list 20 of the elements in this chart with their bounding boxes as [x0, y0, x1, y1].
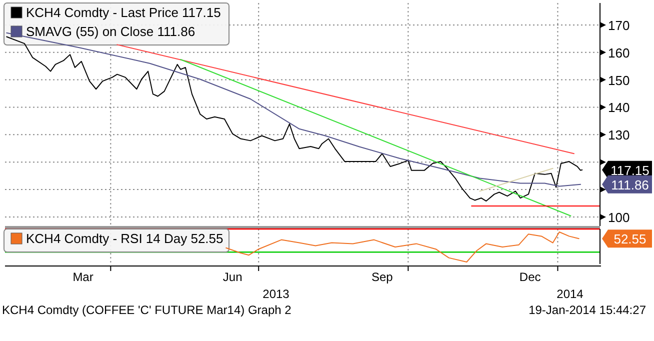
x-tick-label: Mar: [72, 270, 94, 284]
annotation: 111.86: [611, 177, 649, 192]
y-tick-label: 100: [608, 210, 630, 225]
text: 52.55: [614, 232, 646, 247]
x-tick-label: Dec: [519, 270, 541, 284]
text: 2014: [556, 287, 584, 301]
x-tick-label: Sep: [371, 270, 394, 284]
y-tick-label: 130: [608, 128, 630, 143]
y-tick-label: 150: [608, 72, 630, 88]
text: KCH4 Comdty (COFFEE 'C' FUTURE Mar14) Graph 2: [2, 303, 292, 317]
y-tick-label: 140: [608, 100, 630, 116]
text: 19-Jan-2014 15:44:27: [528, 303, 646, 317]
y-tick-label: 160: [608, 45, 630, 60]
annotation: 117.15: [610, 162, 650, 178]
text: 2013: [262, 287, 290, 301]
y-tick-label: 170: [608, 18, 630, 33]
legend-label: KCH4 Comdty - Last Price 117.15: [26, 5, 221, 20]
x-tick-label: Jun: [222, 270, 242, 284]
legend-label: SMAVG (55) on Close 111.86: [26, 24, 196, 39]
legend-label: KCH4 Comdty - RSI 14 Day 52.55: [26, 231, 224, 246]
